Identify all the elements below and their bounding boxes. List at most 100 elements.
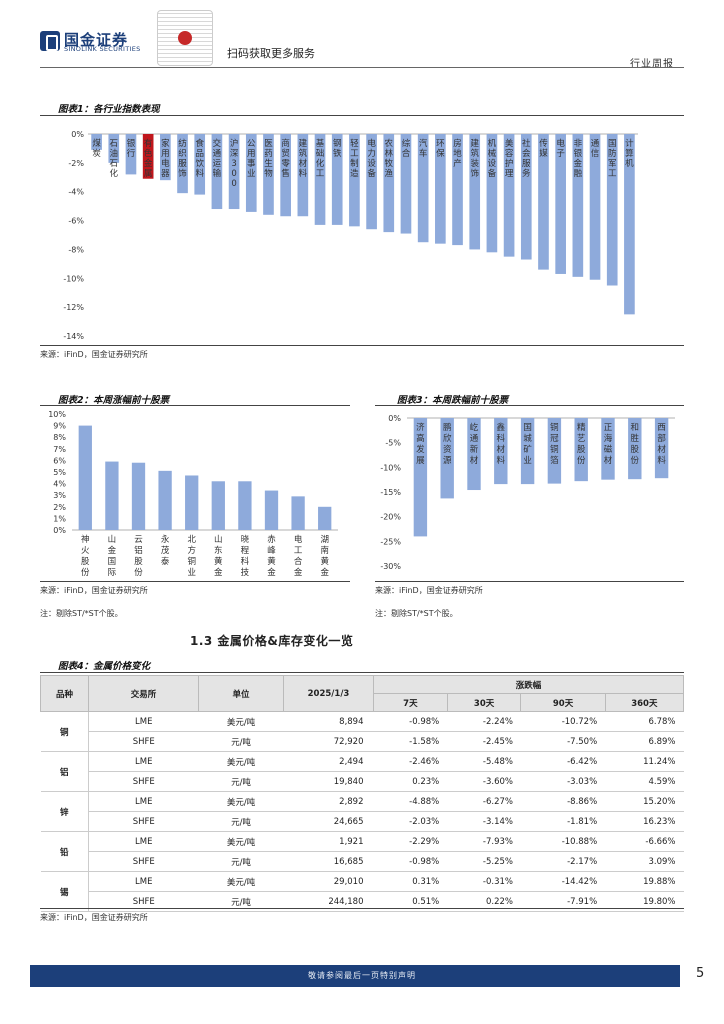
fig1-bar [624,134,635,315]
table-row: 铅 LME 美元/吨 1,921 -2.29% -7.93% -10.88% -6.66% [40,831,684,872]
metal-price-table: 品种 交易所 单位 2025/1/3 涨跌幅 7天 30天 90天 360天 铜… [40,675,685,912]
fig2-ytick-label: 1% [53,514,66,523]
table-row: SHFE 元/吨 24,665 -2.03% -3.14% -1.81% 16.23% [41,811,684,832]
fig1-bar [538,134,549,270]
fig2-category-label: 电工合金 [294,534,303,578]
cell-d90: -1.81% [520,811,606,832]
cell-d360: 3.09% [605,851,684,872]
fig3-category-label: 精艺股份 [577,422,586,466]
cell-exchange: LME [88,831,199,852]
fig3-ytick-label: -5% [385,439,401,448]
fig1-bar [555,134,566,274]
cell-d90: -2.17% [520,851,606,872]
fig1-category-label: 煤炭 [92,138,101,159]
cell-product: 锌 [40,791,89,832]
cell-d30: -5.25% [447,851,521,872]
fig1-bar [142,134,154,179]
fig3-category-label: 鹏欣资源 [443,422,452,466]
fig2-category-label: 北方铜业 [187,535,196,578]
fig3-ytick-label: -10% [380,463,401,472]
qr-caption: 扫码获取更多服务 [227,47,315,60]
fig1-category-label: 石油石化 [110,139,119,179]
fig1-category-label: 综合 [402,138,411,159]
cell-exchange: SHFE [88,851,199,872]
fig1-bar [297,134,309,217]
cell-d90: -7.50% [520,731,606,752]
cell-d30: -3.14% [447,811,521,832]
fig1-category-label: 食品饮料 [195,138,204,179]
fig2-title: 图表2：本周涨幅前十股票 [58,395,170,406]
fig1-category-label: 电子 [556,138,565,159]
table-row: SHFE 元/吨 16,685 -0.98% -5.25% -2.17% 3.09% [41,851,684,872]
header-360d: 360天 [604,693,685,712]
fig2-category-label: 永茂泰 [161,534,170,567]
fig1-bar [486,134,498,253]
fig1-category-label: 传媒 [539,138,548,159]
fig2-ytick-label: 5% [53,468,66,477]
fig3-ytick-label: -30% [380,562,401,571]
fig1-category-label: 沪深 3 0 0 [230,138,239,189]
fig4-title-rule [40,672,684,673]
cell-unit: 美元/吨 [198,871,284,892]
fig3-category-label: 铜冠铜箔 [550,422,559,466]
fig1-bar [469,134,481,250]
fig2-bar [318,506,332,530]
fig1-bar [572,134,584,277]
cell-d360: 15.20% [605,791,684,812]
cell-d360: 6.89% [605,731,684,752]
fig3-title: 图表3：本周跌幅前十股票 [397,395,509,406]
table-row: SHFE 元/吨 72,920 -1.58% -2.45% -7.50% 6.89% [41,731,684,752]
fig2-category-label: 神火股份 [81,534,90,578]
header-exchange: 交易所 [88,675,199,712]
fig1-bar [228,134,240,210]
fig1-ytick-label: 0% [71,130,84,139]
table-row: 铜 LME 美元/吨 8,894 -0.98% -2.24% -10.72% 6.78% [40,711,684,752]
cell-d360: 11.24% [605,751,684,772]
cell-d30: -2.45% [447,731,521,752]
cell-price: 72,920 [283,731,374,752]
fig1-bar [435,134,446,244]
cell-product: 铝 [40,751,89,792]
fig1-bar [91,134,102,150]
fig2-category-label: 山东黄金 [214,534,223,578]
fig1-bar [503,134,515,257]
fig3-chart: 0% -5% -10% -15% -20% -25% -30% 济高发展 鹏欣资源 屹通新材 鑫科… [380,414,675,571]
fig2-ytick-label: 4% [53,480,66,489]
cell-d30: -0.31% [447,871,521,892]
cell-exchange: SHFE [88,771,199,792]
cell-d7: 0.31% [373,871,448,892]
fig3-bar [413,418,428,537]
fig2-ytick-label: 9% [53,422,66,431]
cell-d90: -14.42% [520,871,606,892]
header-unit: 单位 [198,675,284,712]
cell-price: 1,921 [283,831,374,852]
fig1-category-label: 家用电器 [161,138,170,179]
cell-exchange: SHFE [88,731,199,752]
header-divider [40,67,684,68]
fig4-title: 图表4：金属价格变化 [58,661,151,672]
cell-d7: -4.88% [373,791,448,812]
fig1-ytick-label: -6% [68,217,84,226]
fig1-category-label: 公用事业 [247,139,256,179]
fig3-bar [520,418,535,485]
fig1-category-label: 农林牧渔 [385,138,394,179]
fig3-bar [467,418,481,491]
cell-d7: -2.03% [373,811,448,832]
fig3-ytick-label: -20% [380,513,401,522]
cell-unit: 元/吨 [198,891,284,912]
fig1-source: 来源：iFinD，国金证券研究所 [40,350,148,359]
logo-text-en: SINOLINK SECURITIES [64,45,141,53]
header-product: 品种 [40,675,89,712]
fig3-source: 来源：iFinD，国金证券研究所 [375,586,483,595]
fig1-category-label: 建筑装饰 [470,138,479,179]
cell-d30: -3.60% [447,771,521,792]
fig1-bar [177,134,188,194]
cell-d30: -7.93% [447,831,521,852]
fig3-ytick-label: 0% [388,414,401,423]
fig4-source: 来源：iFinD，国金证券研究所 [40,913,148,922]
fig2-bar [238,481,252,530]
fig2-source: 来源：iFinD，国金证券研究所 [40,586,148,595]
fig1-bar [520,134,532,260]
header-change: 涨跌幅 [373,675,684,694]
header-90d: 90天 [520,693,606,712]
